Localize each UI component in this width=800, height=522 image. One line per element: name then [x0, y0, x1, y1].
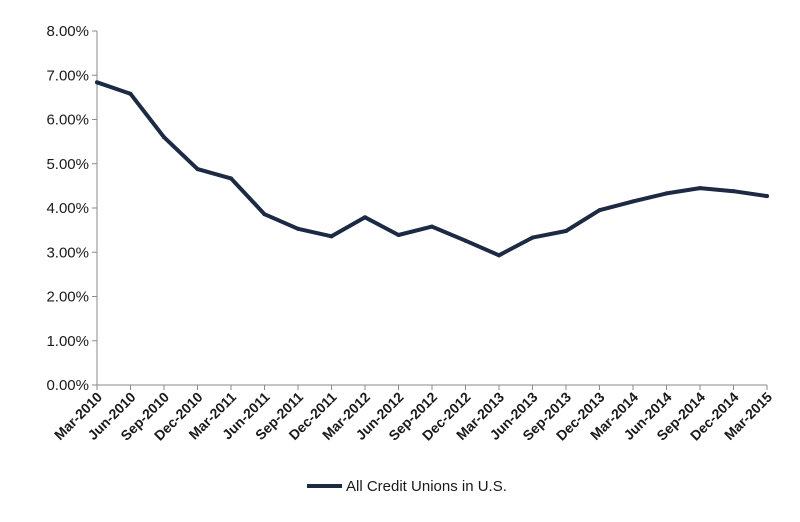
data-point — [296, 226, 300, 231]
y-tick-label: 3.00% — [46, 244, 89, 261]
y-tick-label: 6.00% — [46, 112, 89, 129]
data-point — [597, 208, 602, 213]
data-point — [430, 224, 434, 229]
data-point — [329, 234, 334, 239]
data-point — [664, 191, 669, 196]
data-point — [396, 232, 401, 237]
x-axis: Mar-2010Jun-2010Sep-2010Dec-2010Mar-2011… — [51, 384, 775, 444]
y-tick-label: 8.00% — [46, 23, 89, 40]
legend: All Credit Unions in U.S. — [307, 478, 507, 495]
y-tick-label: 1.00% — [46, 333, 89, 350]
data-point — [162, 135, 166, 140]
data-point — [564, 229, 568, 234]
data-point — [497, 253, 501, 258]
data-point — [95, 80, 99, 85]
y-tick-label: 2.00% — [46, 289, 89, 306]
y-tick-label: 4.00% — [46, 200, 89, 217]
data-point — [363, 215, 367, 220]
data-point — [530, 235, 535, 240]
data-point — [463, 238, 468, 243]
data-point — [698, 186, 702, 191]
y-tick-label: 7.00% — [46, 67, 89, 84]
data-point — [229, 176, 233, 181]
data-point — [631, 199, 635, 204]
data-point — [128, 91, 133, 96]
y-tick-label: 5.00% — [46, 156, 89, 173]
data-point — [195, 167, 200, 172]
data-point — [262, 212, 267, 217]
y-tick-label: 0.00% — [46, 377, 89, 394]
data-point — [731, 189, 736, 194]
series-layer — [95, 80, 769, 258]
y-axis: 0.00% 1.00% 2.00% 3.00% 4.00% 5.00% 6.00% 7.00%… — [46, 23, 98, 394]
data-point — [765, 194, 769, 199]
legend-label: All Credit Unions in U.S. — [346, 478, 507, 495]
